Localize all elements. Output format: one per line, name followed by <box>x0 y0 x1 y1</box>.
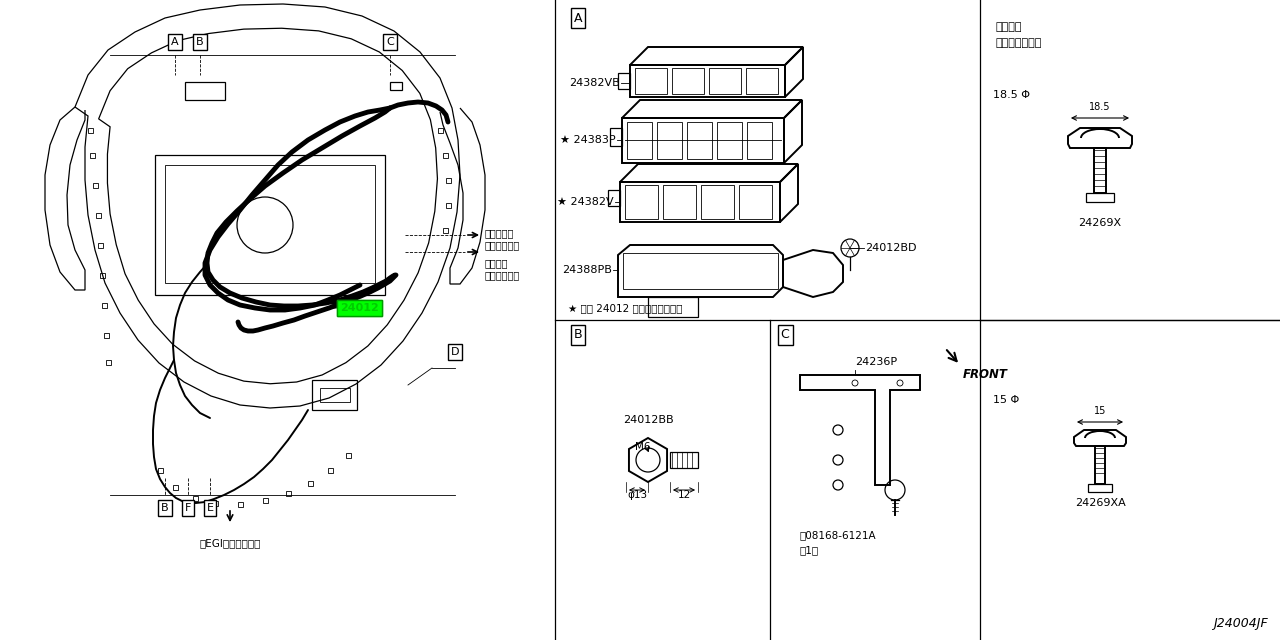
Bar <box>635 68 667 94</box>
Text: φ13: φ13 <box>627 490 648 500</box>
Bar <box>748 122 772 159</box>
Bar <box>438 127 443 132</box>
Text: 24382VB: 24382VB <box>570 78 620 88</box>
Text: （ボディー: （ボディー <box>485 228 515 238</box>
Bar <box>312 380 357 410</box>
Text: C: C <box>781 328 790 342</box>
Text: B: B <box>196 37 204 47</box>
Bar <box>390 82 402 90</box>
Bar <box>101 303 106 307</box>
Bar <box>608 190 620 206</box>
Text: F: F <box>184 503 191 513</box>
Text: Ⓑ08168-6121A: Ⓑ08168-6121A <box>800 530 877 540</box>
Bar <box>611 128 622 146</box>
Bar <box>157 467 163 472</box>
Bar <box>100 273 105 278</box>
Text: A: A <box>172 37 179 47</box>
Text: 24012: 24012 <box>340 303 379 313</box>
Bar <box>262 497 268 502</box>
Text: ハーネスへ）: ハーネスへ） <box>485 270 520 280</box>
Bar <box>186 82 225 100</box>
Text: 15 Φ: 15 Φ <box>993 395 1019 405</box>
Text: （メイン: （メイン <box>485 258 508 268</box>
Bar <box>320 388 349 402</box>
Text: フードリッジ）: フードリッジ） <box>995 38 1042 48</box>
Text: ハーネスへ）: ハーネスへ） <box>485 240 520 250</box>
Bar <box>627 122 652 159</box>
Bar <box>90 152 95 157</box>
Text: ★ 24383P: ★ 24383P <box>561 135 616 145</box>
Text: 18.5 Φ: 18.5 Φ <box>993 90 1030 100</box>
Bar <box>620 182 780 222</box>
Bar <box>92 182 97 188</box>
Bar <box>285 490 291 495</box>
Bar <box>87 127 92 132</box>
Bar <box>648 297 698 317</box>
Bar <box>672 68 704 94</box>
Bar <box>717 122 742 159</box>
Bar <box>445 202 451 207</box>
Bar <box>739 185 772 219</box>
Bar <box>630 65 785 97</box>
Text: B: B <box>161 503 169 513</box>
Bar <box>709 68 741 94</box>
Bar <box>104 333 109 337</box>
Text: D: D <box>451 347 460 357</box>
Bar <box>663 185 696 219</box>
Text: C: C <box>387 37 394 47</box>
Bar <box>669 452 698 468</box>
Text: 24012BD: 24012BD <box>865 243 916 253</box>
Bar <box>328 467 333 472</box>
Bar <box>96 212 101 218</box>
Bar <box>746 68 778 94</box>
Bar <box>192 495 197 500</box>
Text: 24269XA: 24269XA <box>1075 498 1125 508</box>
Text: 12: 12 <box>677 490 691 500</box>
Text: （EGIハーネスへ）: （EGIハーネスへ） <box>200 538 261 548</box>
Bar <box>443 152 448 157</box>
Bar <box>173 484 178 490</box>
Bar <box>165 165 375 283</box>
Text: FRONT: FRONT <box>963 368 1007 381</box>
Bar <box>443 227 448 232</box>
Text: B: B <box>573 328 582 342</box>
Bar <box>1094 148 1106 193</box>
Text: 24236P: 24236P <box>855 357 897 367</box>
Text: 18.5: 18.5 <box>1089 102 1111 112</box>
Bar <box>238 502 242 506</box>
Bar <box>346 452 351 458</box>
Bar <box>1094 446 1105 484</box>
Bar <box>701 185 733 219</box>
Text: 15: 15 <box>1094 406 1106 416</box>
Text: A: A <box>573 12 582 24</box>
Bar <box>623 253 778 289</box>
Text: J24004JF: J24004JF <box>1213 617 1268 630</box>
Text: 、1、: 、1、 <box>800 545 819 555</box>
Bar <box>657 122 682 159</box>
Text: 24388PB: 24388PB <box>562 265 612 275</box>
Text: （プラグ: （プラグ <box>995 22 1021 32</box>
Bar <box>618 73 630 89</box>
Bar <box>212 500 218 506</box>
Bar <box>97 243 102 248</box>
Bar <box>445 177 451 182</box>
Bar <box>625 185 658 219</box>
Text: 24269X: 24269X <box>1079 218 1121 228</box>
Text: ★ 24382V: ★ 24382V <box>557 197 614 207</box>
Bar <box>307 481 312 486</box>
Text: 24012: 24012 <box>340 303 379 313</box>
Text: ★ 印は 24012 の構成部品です。: ★ 印は 24012 の構成部品です。 <box>568 303 682 313</box>
Bar <box>622 118 783 163</box>
Text: E: E <box>206 503 214 513</box>
Bar <box>105 360 110 365</box>
Bar <box>155 155 385 295</box>
Text: M6: M6 <box>635 442 650 452</box>
Text: 24012BB: 24012BB <box>622 415 673 425</box>
Bar <box>687 122 712 159</box>
